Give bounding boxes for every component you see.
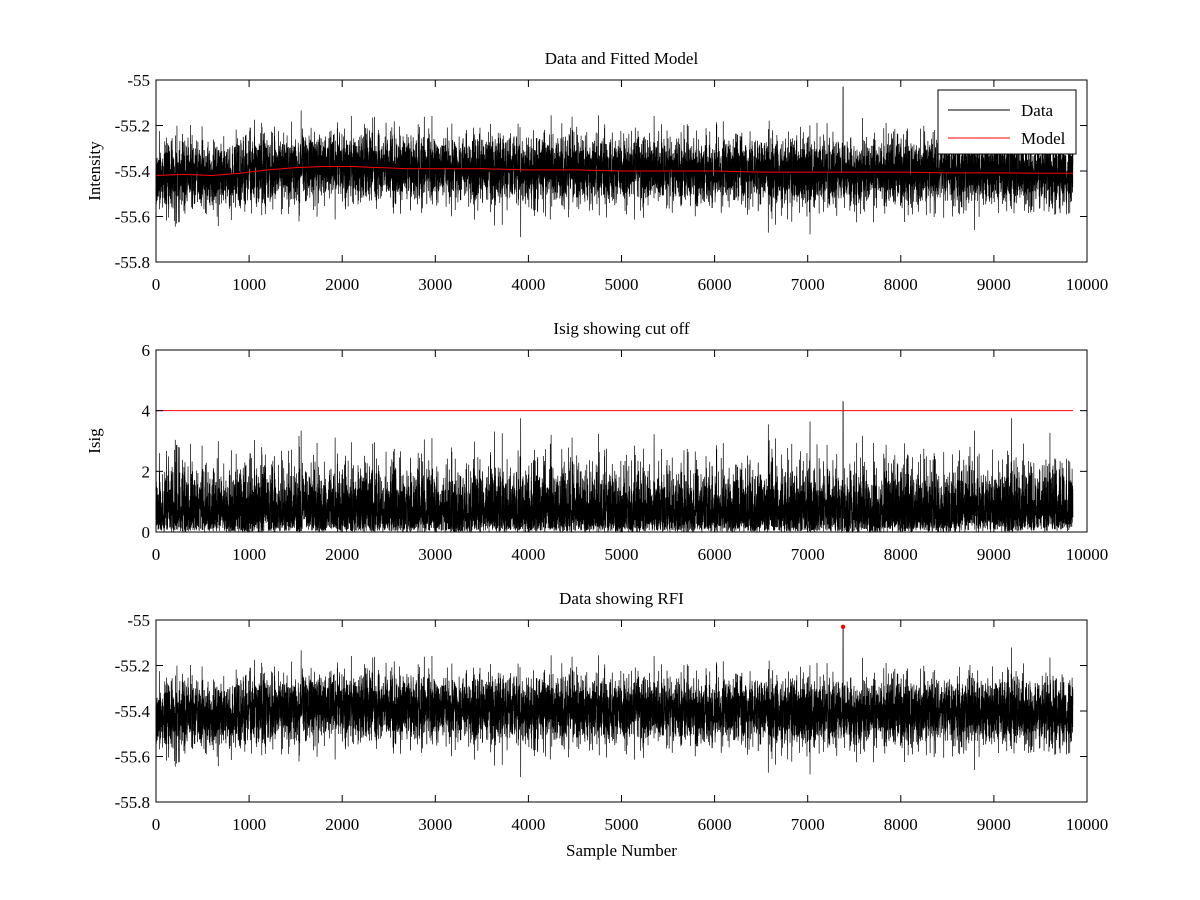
legend-label-data: Data [1021,101,1054,120]
x-tick-label: 6000 [698,815,732,834]
legend: Data Model [937,89,1077,155]
x-tick-label: 0 [152,545,161,564]
x-tick-label: 9000 [977,275,1011,294]
y-tick-label: 4 [142,402,151,421]
x-tick-label: 2000 [325,275,359,294]
x-tick-label: 5000 [605,815,639,834]
x-tick-label: 3000 [418,815,452,834]
plot-area [156,401,1074,532]
x-tick-label: 10000 [1066,815,1109,834]
x-tick-label: 0 [152,815,161,834]
y-tick-label: -55.4 [115,702,151,721]
x-tick-label: 9000 [977,815,1011,834]
series-line-data [156,86,1074,238]
x-tick-label: 1000 [232,275,266,294]
x-tick-label: 8000 [884,545,918,564]
x-tick-label: 4000 [511,275,545,294]
x-tick-label: 6000 [698,545,732,564]
plot-area [156,624,1074,778]
x-tick-label: 10000 [1066,545,1109,564]
y-tick-label: -55.6 [115,748,150,767]
y-tick-label: 0 [142,523,151,542]
x-tick-label: 2000 [325,545,359,564]
x-tick-label: 5000 [605,275,639,294]
x-tick-label: 4000 [511,815,545,834]
legend-label-model: Model [1021,129,1066,148]
y-axis-label: Isig [85,428,104,454]
x-tick-label: 2000 [325,815,359,834]
chart-title: Data and Fitted Model [545,49,699,68]
chart-panel-2: 0 1000 2000 3000 4000 5000 6000 7000 8000 9000 100… [85,319,1108,564]
legend-box [937,89,1077,155]
x-tick-label: 3000 [418,275,452,294]
x-tick-label: 9000 [977,545,1011,564]
x-tick-label: 5000 [605,545,639,564]
y-tick-label: -55.2 [115,657,150,676]
y-tick-label: -55.8 [115,793,150,812]
x-tick-label: 1000 [232,815,266,834]
y-tick-label: -55.4 [115,162,151,181]
chart-title: Data showing RFI [559,589,684,608]
series-line-data [156,626,1074,778]
y-tick-label: -55.2 [115,117,150,136]
series-line-isig [156,401,1074,532]
x-tick-label: 10000 [1066,275,1109,294]
x-tick-label: 3000 [418,545,452,564]
model-line [156,165,1074,177]
y-axis-label: Intensity [85,141,104,201]
x-tick-label: 7000 [791,545,825,564]
rfi-point [840,624,846,630]
x-tick-label: 0 [152,275,161,294]
x-tick-label: 6000 [698,275,732,294]
x-tick-label: 8000 [884,275,918,294]
chart-panel-3: 0 1000 2000 3000 4000 5000 6000 7000 8000 9000 100… [115,589,1109,860]
chart-title: Isig showing cut off [553,319,689,338]
plot-area [156,86,1074,238]
x-tick-label: 7000 [791,275,825,294]
x-tick-label: 1000 [232,545,266,564]
chart-panel-1: 0 1000 2000 3000 4000 5000 6000 7000 8000 9000 100… [85,49,1108,294]
x-tick-label: 7000 [791,815,825,834]
y-tick-label: -55.6 [115,208,150,227]
y-tick-label: 2 [142,462,151,481]
x-tick-label: 8000 [884,815,918,834]
y-tick-label: -55 [127,611,150,630]
x-axis-label: Sample Number [566,841,677,860]
x-tick-label: 4000 [511,545,545,564]
y-tick-label: -55 [127,71,150,90]
y-tick-label: 6 [142,341,151,360]
y-tick-label: -55.8 [115,253,150,272]
